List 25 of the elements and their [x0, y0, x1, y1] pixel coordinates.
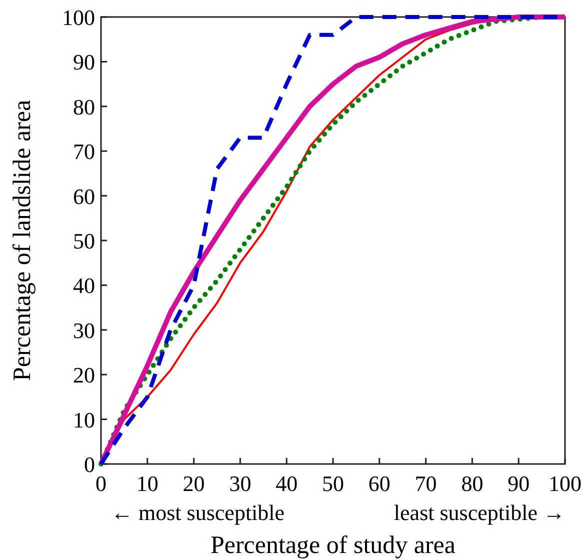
- text: least susceptible →: [394, 500, 565, 525]
- y-tick-label: 70: [73, 139, 95, 164]
- x-tick-label: 40: [276, 471, 298, 496]
- y-tick-label: 30: [73, 318, 95, 343]
- x-tick-label: 90: [508, 471, 530, 496]
- y-axis-title: Percentage of landslide area: [9, 100, 36, 382]
- y-tick-label: 60: [73, 184, 95, 209]
- text: ← most susceptible: [111, 500, 285, 525]
- x-tick-label: 70: [414, 471, 437, 496]
- y-tick-label: 90: [73, 50, 95, 75]
- x-tick-label: 100: [548, 471, 581, 496]
- y-tick-label: 40: [73, 273, 95, 298]
- y-tick-label: 20: [73, 362, 95, 388]
- x-tick-label: 80: [461, 471, 484, 496]
- x-tick-label: 20: [182, 471, 205, 496]
- y-tick-label: 80: [73, 94, 95, 120]
- x-tick-label: 50: [322, 471, 344, 496]
- y-tick-label: 0: [84, 452, 95, 477]
- y-tick-label: 50: [73, 228, 95, 254]
- x-tick-label: 30: [229, 471, 252, 496]
- y-tick-label: 100: [62, 5, 95, 30]
- y-tick-label: 10: [73, 407, 95, 432]
- x-axis-title: Percentage of study area: [210, 532, 456, 559]
- x-tick-label: 60: [368, 471, 390, 496]
- x-tick-label: 10: [136, 471, 158, 496]
